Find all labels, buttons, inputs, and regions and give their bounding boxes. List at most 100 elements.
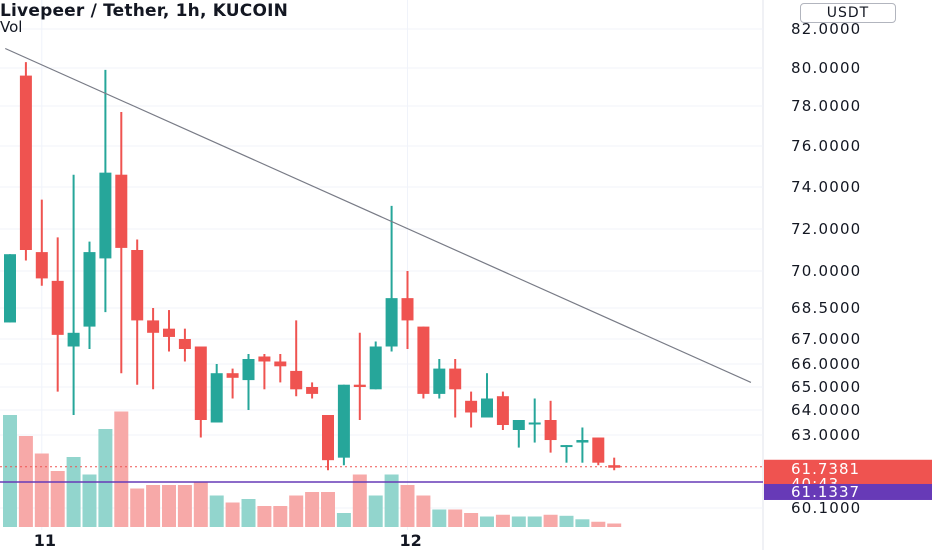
volume-bar [114,411,129,527]
volume-bar [50,471,65,527]
candle-body [290,370,303,390]
volume-bar [321,492,335,527]
volume-bar [591,521,606,527]
candle-body [242,359,255,381]
candle-body [194,346,207,420]
volume-bar [416,495,431,527]
candle-body [401,298,414,321]
volume-bar [225,502,240,527]
candle-body [35,252,48,279]
candle-body [544,420,557,441]
candle-body [433,368,446,394]
date-tick-label: 11 [34,531,56,550]
candle-body [19,75,32,250]
candle-body [385,298,398,347]
candle-body [608,465,621,468]
volume-bar [3,415,17,527]
volume-bar [400,485,415,527]
price-tick-label: 80.0000 [791,59,861,77]
volume-bar [432,509,447,527]
volume-bar [66,457,81,527]
candle-body [131,250,144,321]
candle-body [322,415,334,461]
candle-body [512,420,525,430]
candle-body [99,172,112,259]
candle-body [576,440,589,443]
volume-bar [543,514,558,527]
candle-body [353,384,366,387]
price-tick-label: 72.0000 [791,220,861,238]
candle-body [210,373,223,423]
volume-bar [146,485,161,527]
candle-body [51,280,64,335]
volume-bar [368,495,383,527]
price-tick-label: 66.0000 [791,355,861,373]
candle-body [337,384,350,458]
volume-bar [352,474,367,527]
volume-bar [289,495,304,527]
volume-bar [305,492,320,527]
level-badge [764,483,932,500]
candle-body [178,339,191,349]
price-lines [0,47,763,483]
volume-bar [162,485,176,527]
volume-label: Vol [0,18,23,36]
candle-body [465,400,478,413]
volume-bar [527,516,542,527]
candle-body [481,398,493,418]
price-tick-label: 65.0000 [791,378,861,396]
candle-body [560,445,573,448]
volume-bar [193,481,208,527]
volume-bar [559,515,574,527]
volume-bar [495,514,510,527]
volume-bar [209,495,224,527]
candle-body [417,326,430,394]
price-tick-label: 68.5000 [791,299,861,317]
volume-bar [273,506,288,527]
trendline [4,47,752,383]
candle-body [67,332,80,347]
volume-bar [130,488,145,527]
chart-title: Livepeer / Tether, 1h, KUCOIN [0,1,289,21]
price-tick-label: 67.0000 [791,330,861,348]
price-tick-label: 64.0000 [791,401,861,419]
time-axis[interactable]: 11 12 [34,531,422,550]
currency-button[interactable]: USDT [800,3,896,23]
volume-bar [607,523,622,527]
candle-body [258,356,271,362]
candle-body [449,368,462,390]
candle-body [306,387,319,394]
price-tick-label: 70.0000 [791,262,861,280]
candle-body [163,328,175,337]
volume-bar [384,474,399,527]
candle-body [115,174,128,248]
candle-body [147,320,160,333]
price-axis[interactable]: 82.0000 80.0000 78.0000 76.0000 74.0000 72.00… [791,20,861,517]
candle-body [592,437,605,463]
price-tick-label: 74.0000 [791,178,861,196]
candle-body [496,396,509,425]
price-candles [4,62,621,471]
candle-body [274,361,287,367]
volume-bar [511,516,526,527]
volume-bar [336,513,351,527]
volume-bar [257,506,272,527]
price-tick-label: 78.0000 [791,97,861,115]
candle-body [4,254,16,323]
volume-bar [448,509,463,527]
volume-bar [480,516,494,527]
candle-body [528,422,541,425]
candle-body [369,346,382,390]
candle-body [83,252,96,327]
volume-bar [34,453,49,527]
volume-bar [241,499,256,527]
date-tick-label: 12 [400,531,422,550]
volume-bar [82,474,97,527]
price-tick-label: 82.0000 [791,20,861,38]
price-tick-label: 76.0000 [791,137,861,155]
price-tick-label: 63.0000 [791,426,861,444]
volume-bar [464,513,479,527]
